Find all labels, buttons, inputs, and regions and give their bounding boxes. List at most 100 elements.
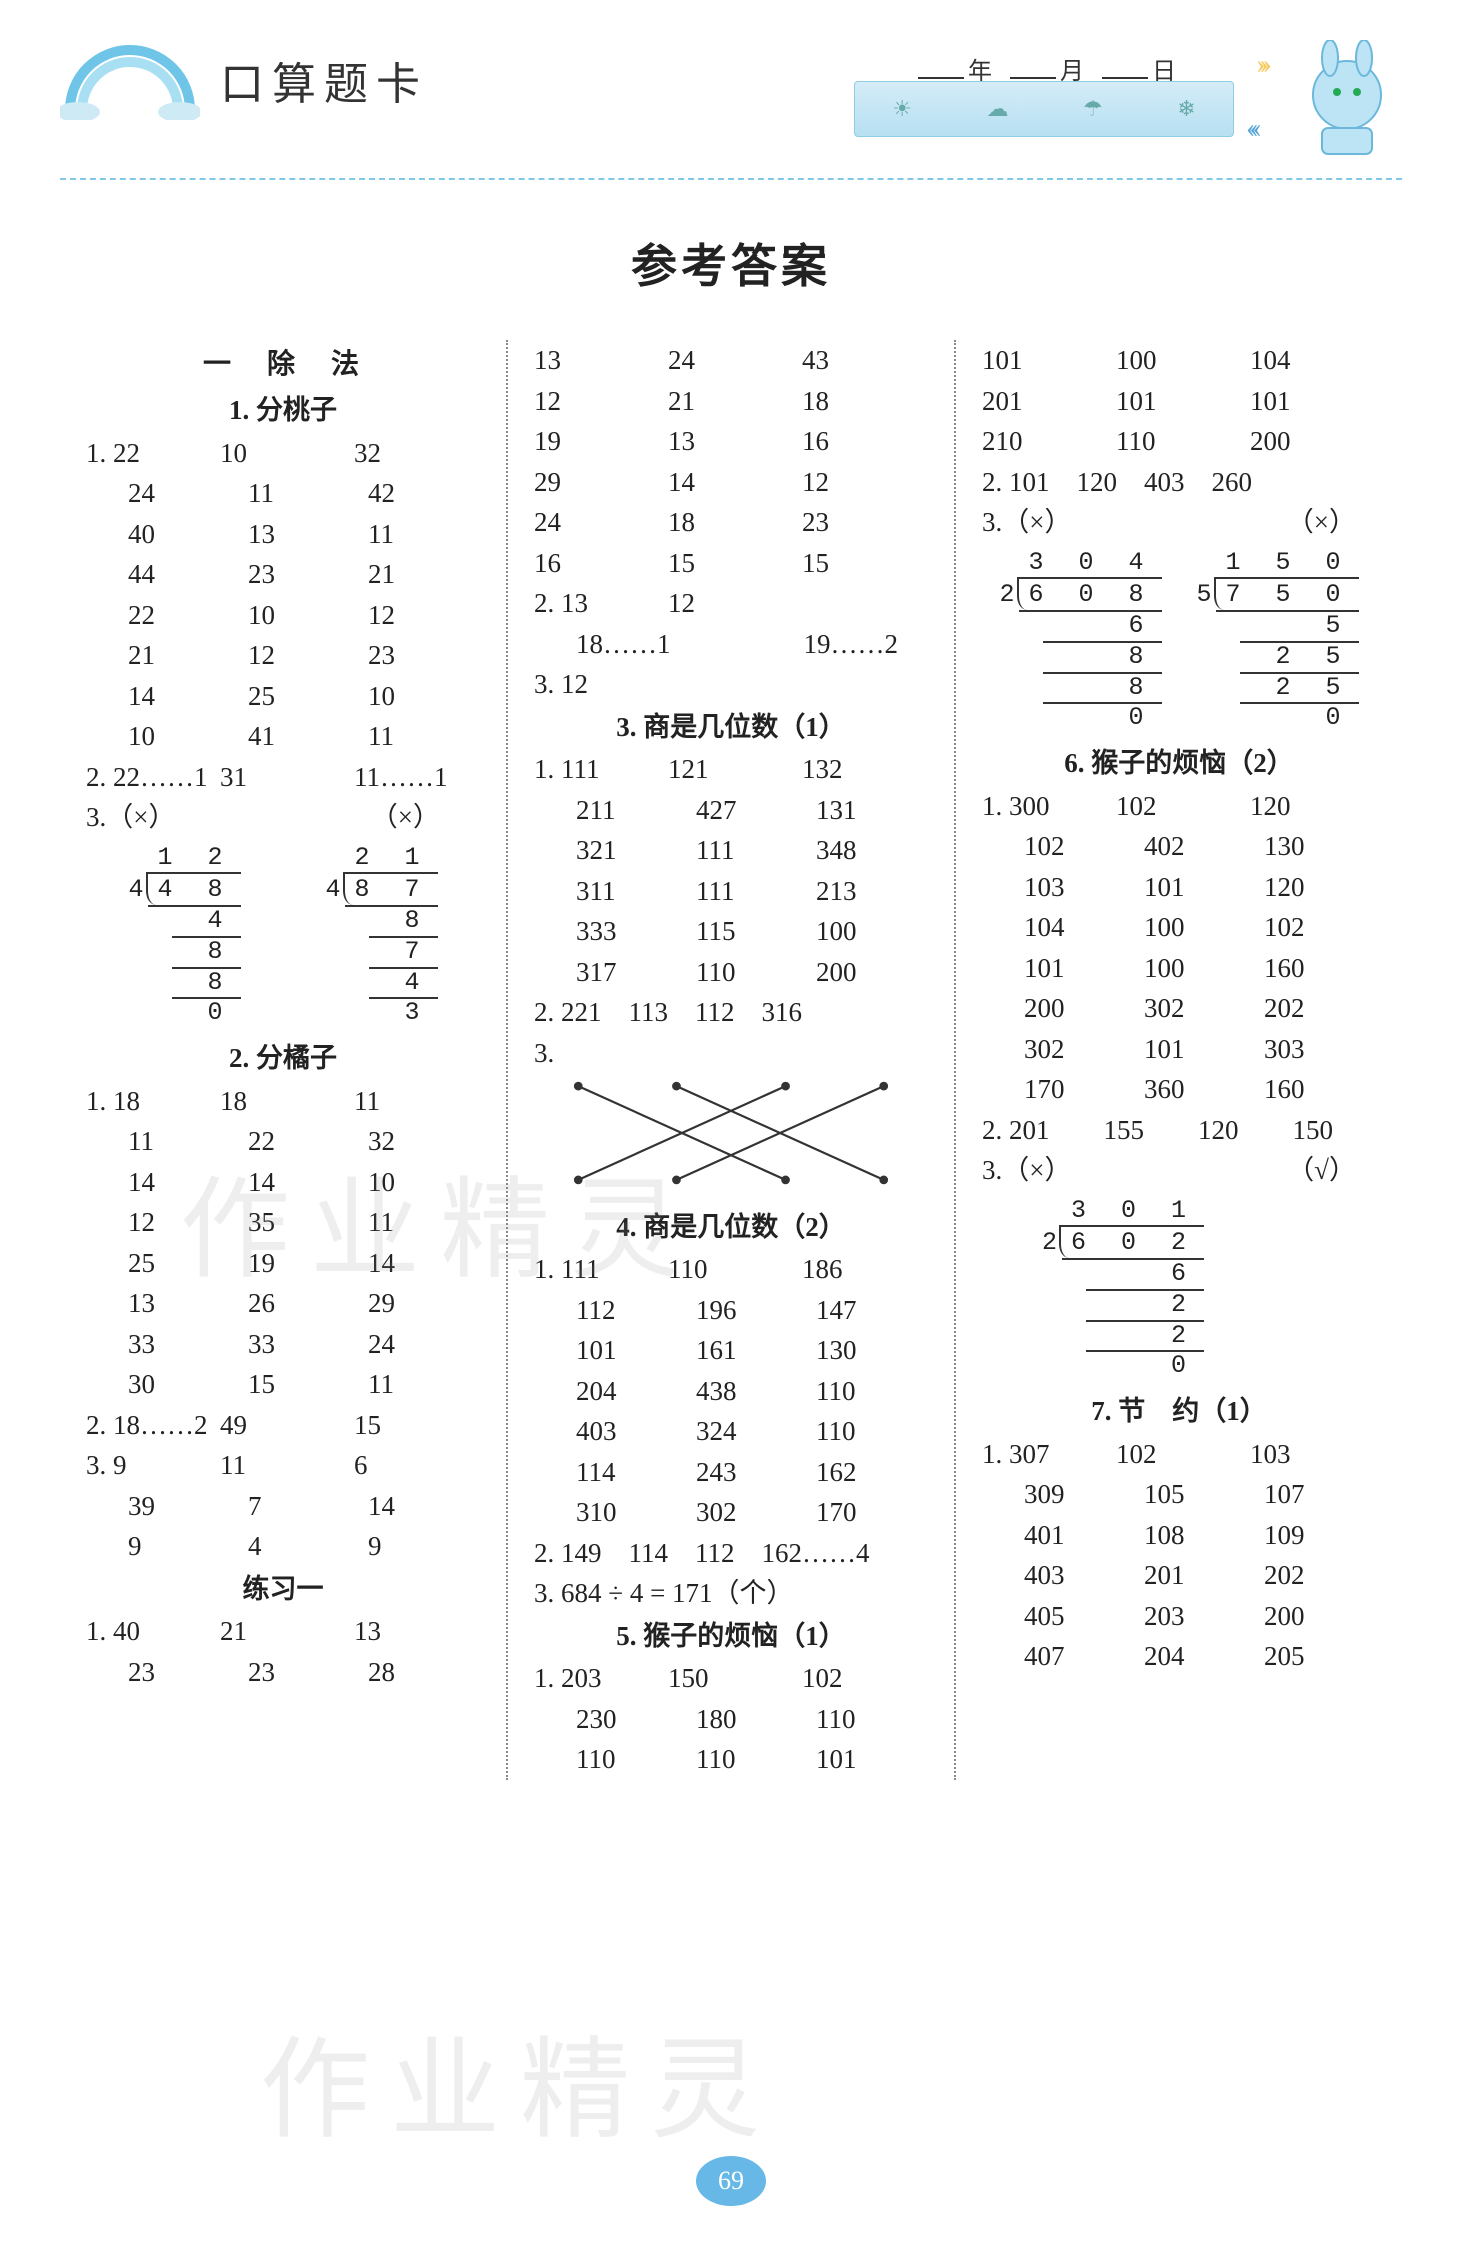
- cell: 11: [360, 514, 480, 555]
- cell: 101: [1024, 948, 1136, 989]
- cell: 324: [688, 1411, 808, 1452]
- section-1-title: 1. 分桃子: [86, 390, 480, 431]
- answer-row: 1. 300102120: [982, 786, 1376, 827]
- cell: 9: [128, 1526, 240, 1567]
- cell: 160: [1256, 948, 1376, 989]
- cell: 130: [808, 1330, 928, 1371]
- main-title: 参考答案: [60, 230, 1402, 296]
- answer-row: 333324: [86, 1324, 480, 1365]
- judge-mark: 3.（×）: [982, 1150, 1071, 1191]
- cell: 401: [1024, 1515, 1136, 1556]
- cell: 6: [346, 1445, 480, 1486]
- cell: 32: [360, 1121, 480, 1162]
- cell: 19……2: [804, 624, 929, 665]
- answer-row: 251914: [86, 1243, 480, 1284]
- answer-row: 112232: [86, 1121, 480, 1162]
- chevron-right-icon: ›››: [1256, 49, 1266, 81]
- answer-row: 403201202: [982, 1555, 1376, 1596]
- cell: 22: [240, 1121, 360, 1162]
- answer-row: 104100102: [982, 907, 1376, 948]
- s4-q1: 1. 1111101861121961471011611302044381104…: [534, 1249, 928, 1533]
- cell: 210: [982, 421, 1108, 462]
- cell: 18: [212, 1081, 346, 1122]
- cell: 110: [576, 1739, 688, 1780]
- cell: 29: [360, 1283, 480, 1324]
- answer-row: 122118: [534, 381, 928, 422]
- weather-banner: ☀ ☁ ☂ ❄: [854, 81, 1234, 137]
- s6-q1: 1. 3001021201024021301031011201041001021…: [982, 786, 1376, 1110]
- answer-row: 1. 111110186: [534, 1249, 928, 1290]
- matching-diagram: [534, 1073, 928, 1193]
- cell: 405: [1024, 1596, 1136, 1637]
- col2-q2a: 2. 13 12: [534, 583, 928, 624]
- s6-q3-labels: 3.（×） （√）: [982, 1150, 1376, 1191]
- cell: 4: [240, 1526, 360, 1567]
- judge-mark: 3.（×）: [982, 502, 1071, 543]
- s6-longdiv: 3 0 126 0 26220: [982, 1197, 1376, 1382]
- answer-row: 191316: [534, 421, 928, 462]
- long-division-c3a: 3 0 426 0 86880: [999, 549, 1161, 734]
- cell: 108: [1136, 1515, 1256, 1556]
- cell: 110: [808, 1411, 928, 1452]
- col3-cont: 101100104201101101210110200: [982, 340, 1376, 462]
- col2-cont: 132443122118191316291412241823161515: [534, 340, 928, 583]
- answer-row: 401108109: [982, 1515, 1376, 1556]
- s2-q3: 3. 911639714949: [86, 1445, 480, 1567]
- answer-row: 132629: [86, 1283, 480, 1324]
- cell: 49: [212, 1405, 346, 1446]
- cell: 14: [240, 1162, 360, 1203]
- s7-rows: 1. 3071021033091051074011081094032012024…: [982, 1434, 1376, 1677]
- cell: 403: [576, 1411, 688, 1452]
- cell: 100: [1108, 340, 1242, 381]
- practice-1-title: 练习一: [86, 1569, 480, 1610]
- cell: 1. 307: [982, 1434, 1108, 1475]
- col2-q2b: 18……1 19……2: [534, 624, 928, 665]
- cell: 31: [212, 757, 346, 798]
- answer-row: 1. 181811: [86, 1081, 480, 1122]
- cell: 203: [1136, 1596, 1256, 1637]
- s1-longdiv-pair: 1 244 84880 2 148 78743: [86, 844, 480, 1029]
- header-left: 口算题卡: [60, 40, 428, 120]
- answer-row: 310302170: [534, 1492, 928, 1533]
- cell: 1. 111: [534, 1249, 660, 1290]
- cell: 427: [688, 790, 808, 831]
- cell: 14: [360, 1243, 480, 1284]
- cell: 205: [1256, 1636, 1376, 1677]
- cell: 160: [1256, 1069, 1376, 1110]
- cell: 101: [1108, 381, 1242, 422]
- cell: 121: [660, 749, 794, 790]
- cell: 13: [128, 1283, 240, 1324]
- answer-row: 321111348: [534, 830, 928, 871]
- cell: 317: [576, 952, 688, 993]
- section-3-title: 3. 商是几位数（1）: [534, 707, 928, 748]
- cell: 42: [360, 473, 480, 514]
- cell: 302: [1024, 1029, 1136, 1070]
- answer-row: 221012: [86, 595, 480, 636]
- cell: 12: [240, 635, 360, 676]
- cell: 23: [794, 502, 928, 543]
- cell: 102: [1108, 1434, 1242, 1475]
- cell: 30: [128, 1364, 240, 1405]
- cell: 131: [808, 790, 928, 831]
- cloud-icon: ☁: [987, 96, 1009, 122]
- cell: 43: [794, 340, 928, 381]
- cell: 114: [576, 1452, 688, 1493]
- answer-row: 232328: [86, 1652, 480, 1693]
- cell: 201: [982, 381, 1108, 422]
- cell: 161: [688, 1330, 808, 1371]
- col3-q2: 2. 101 120 403 260: [982, 462, 1376, 503]
- date-banner: 年 月 日 ››› ☀ ☁ ☂ ❄ ‹‹‹: [854, 45, 1284, 155]
- cell: 100: [808, 911, 928, 952]
- bunny-icon: [1292, 40, 1402, 160]
- col3-longdiv-pair: 3 0 426 0 86880 1 5 057 5 052 52 50: [982, 549, 1376, 734]
- cell: 28: [360, 1652, 480, 1693]
- cell: 202: [1256, 1555, 1376, 1596]
- cell: 110: [660, 1249, 794, 1290]
- cell: 309: [1024, 1474, 1136, 1515]
- answer-row: 302101303: [982, 1029, 1376, 1070]
- answer-row: 170360160: [982, 1069, 1376, 1110]
- page-number: 69: [696, 2156, 766, 2206]
- cell: 200: [1242, 421, 1376, 462]
- answer-row: 241823: [534, 502, 928, 543]
- answer-row: 211223: [86, 635, 480, 676]
